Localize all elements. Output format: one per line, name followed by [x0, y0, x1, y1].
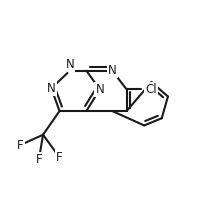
Text: N: N — [66, 58, 74, 71]
Text: N: N — [108, 64, 117, 77]
Text: Cl: Cl — [145, 83, 157, 96]
Text: N: N — [47, 82, 56, 95]
Text: N: N — [95, 83, 104, 96]
Text: F: F — [36, 153, 42, 166]
Text: F: F — [17, 139, 24, 152]
Text: F: F — [56, 151, 63, 164]
